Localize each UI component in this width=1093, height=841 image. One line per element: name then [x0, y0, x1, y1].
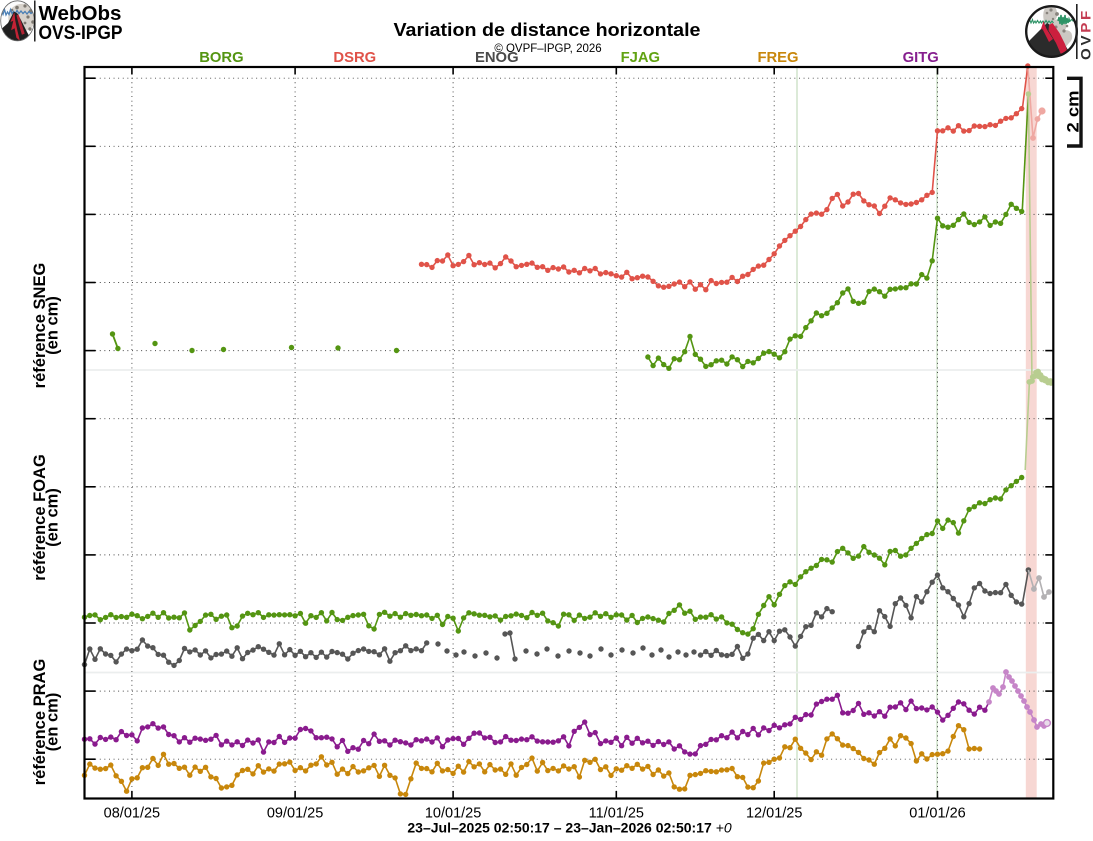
- svg-text:(en cm): (en cm): [44, 488, 62, 547]
- svg-text:09/01/25: 09/01/25: [267, 806, 323, 822]
- svg-text:© OVPF–IPGP, 2026: © OVPF–IPGP, 2026: [494, 43, 601, 55]
- svg-text:2 cm: 2 cm: [1065, 91, 1083, 133]
- svg-text:10/01/25: 10/01/25: [425, 806, 481, 822]
- svg-text:GITG: GITG: [903, 50, 939, 66]
- svg-text:01/01/26: 01/01/26: [909, 806, 965, 822]
- svg-text:FJAG: FJAG: [621, 50, 660, 66]
- svg-text:(en cm): (en cm): [44, 296, 62, 355]
- svg-text:DSRG: DSRG: [333, 50, 376, 66]
- svg-text:FREG: FREG: [757, 50, 798, 66]
- svg-text:12/01/25: 12/01/25: [746, 806, 802, 822]
- svg-text:OVS-IPGP: OVS-IPGP: [39, 23, 123, 44]
- svg-text:référence FOAG: référence FOAG: [31, 454, 49, 581]
- svg-text:référence PRAG: référence PRAG: [31, 659, 49, 786]
- svg-text:WebObs: WebObs: [39, 2, 122, 25]
- svg-text:BORG: BORG: [199, 50, 243, 66]
- svg-text:OVPF: OVPF: [1078, 8, 1093, 60]
- svg-text:08/01/25: 08/01/25: [104, 806, 160, 822]
- svg-text:23–Jul–2025 02:50:17 – 23–Jan–: 23–Jul–2025 02:50:17 – 23–Jan–2026 02:50…: [407, 820, 731, 836]
- svg-text:ENOG: ENOG: [475, 50, 519, 66]
- svg-text:Variation de distance horizont: Variation de distance horizontale: [394, 20, 701, 40]
- svg-text:11/01/25: 11/01/25: [589, 806, 644, 822]
- svg-text:(en cm): (en cm): [44, 693, 62, 752]
- svg-text:référence SNEG: référence SNEG: [31, 263, 49, 389]
